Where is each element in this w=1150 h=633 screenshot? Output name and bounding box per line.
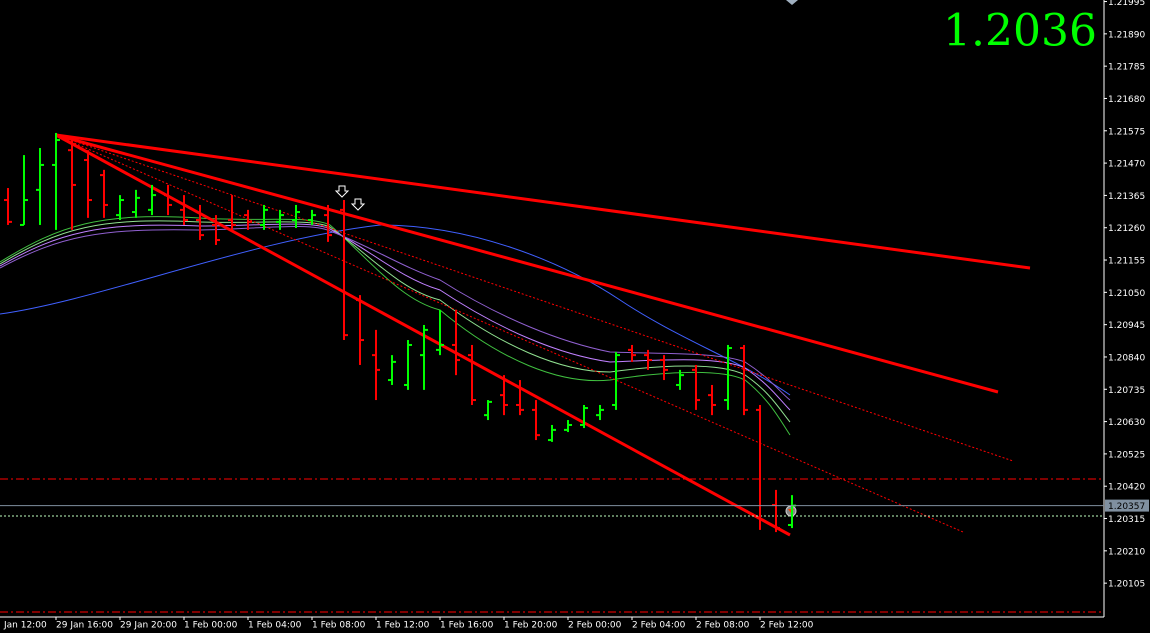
y-tick-label: 1.21890: [1108, 30, 1145, 40]
trend-line: [55, 133, 999, 394]
y-tick-label: 1.20525: [1108, 450, 1145, 460]
current-price-box: [1105, 499, 1149, 512]
ma-green: [0, 216, 791, 436]
x-tick-label: 1 Feb 16:00: [440, 621, 494, 631]
current-price-label: 1.20357: [1108, 502, 1145, 512]
y-tick-label: 1.21785: [1108, 63, 1145, 73]
x-tick-label: 1 Feb 08:00: [312, 621, 366, 631]
y-tick-label: 1.20735: [1108, 386, 1145, 396]
x-tick-label: 1 Feb 12:00: [376, 621, 430, 631]
y-tick-label: 1.20210: [1108, 547, 1145, 557]
y-tick-label: 1.21260: [1108, 224, 1145, 234]
y-tick-label: 1.20945: [1108, 321, 1145, 331]
signal-arrow: [334, 185, 350, 198]
x-tick-label: 2 Feb 04:00: [632, 621, 686, 631]
ma-purple: [0, 223, 791, 411]
x-tick-label: 29 Jan 16:00: [56, 621, 113, 631]
x-tick-label: 2 Feb 00:00: [568, 621, 622, 631]
x-tick-label: 2 Feb 12:00: [760, 621, 814, 631]
x-tick-label: 1 Feb 20:00: [504, 621, 558, 631]
y-tick-label: 1.21995: [1108, 0, 1145, 8]
y-tick-label: 1.21155: [1108, 257, 1145, 267]
y-tick-label: 1.21680: [1108, 95, 1145, 105]
ma-lightgreen: [0, 220, 791, 423]
x-tick-label: 2 Feb 08:00: [696, 621, 750, 631]
x-tick-label: Jan 12:00: [3, 621, 47, 631]
x-tick-label: 1 Feb 04:00: [248, 621, 302, 631]
y-tick-label: 1.21365: [1108, 192, 1145, 202]
x-tick-label: 29 Jan 20:00: [120, 621, 177, 631]
y-tick-label: 1.20315: [1108, 515, 1145, 525]
last-price: 1.2036: [943, 6, 1097, 57]
trend-line: [55, 133, 1031, 270]
y-tick-label: 1.21050: [1108, 289, 1145, 299]
y-tick-label: 1.20420: [1108, 483, 1145, 493]
top-marker: [786, 0, 798, 5]
y-tick-label: 1.20105: [1108, 580, 1145, 590]
y-tick-label: 1.21575: [1108, 127, 1145, 137]
x-tick-label: 1 Feb 00:00: [184, 621, 238, 631]
y-tick-label: 1.21470: [1108, 160, 1145, 170]
y-tick-label: 1.20630: [1108, 418, 1145, 428]
trend-line-dotted: [55, 134, 964, 533]
ma-blue: [0, 224, 791, 396]
trend-line-dotted: [55, 134, 1014, 462]
y-tick-label: 1.20840: [1108, 353, 1145, 363]
signal-arrow: [350, 198, 366, 211]
ma-violet: [0, 225, 791, 401]
